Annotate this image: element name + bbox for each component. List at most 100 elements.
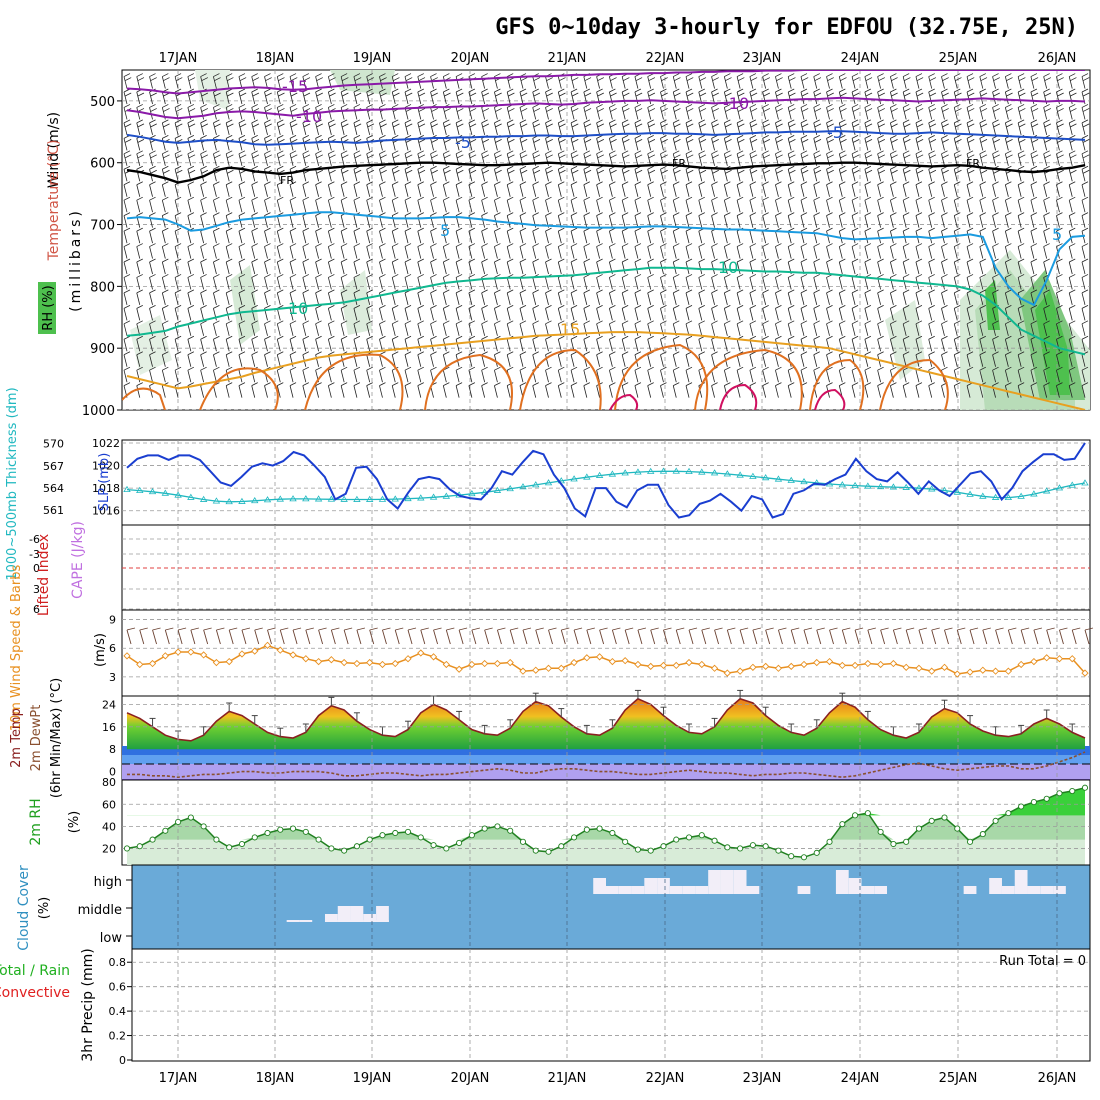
wind10m-barb-staff xyxy=(126,629,132,645)
barb-flag xyxy=(929,77,937,81)
barb-staff xyxy=(174,200,179,213)
barb-flag xyxy=(749,335,757,340)
barb-flag xyxy=(342,92,349,97)
barb-staff xyxy=(455,246,460,259)
barb-flag xyxy=(890,366,897,371)
barb-flag xyxy=(251,88,258,93)
barb-flag xyxy=(238,119,246,124)
barb-flag xyxy=(621,227,629,232)
barb-staff xyxy=(557,122,562,136)
barb-staff xyxy=(251,261,256,275)
barb-staff xyxy=(902,339,907,352)
barb-flag xyxy=(750,108,758,112)
barb-flag xyxy=(788,258,795,263)
barb-flag xyxy=(725,77,732,81)
barb-staff xyxy=(417,230,422,244)
thickness-point xyxy=(672,467,680,474)
barb-flag xyxy=(993,108,1000,112)
barb-flag xyxy=(392,274,399,278)
barb-flag xyxy=(200,335,207,340)
temp-tick: 8 xyxy=(109,743,116,756)
barb-staff xyxy=(992,91,996,105)
barb-staff xyxy=(787,122,792,136)
barb-flag xyxy=(1081,73,1089,77)
barb-flag xyxy=(687,92,694,97)
barb-staff xyxy=(570,385,575,398)
barb-staff xyxy=(596,354,601,367)
barb-flag xyxy=(289,274,297,278)
barb-flag xyxy=(890,212,897,216)
barb-flag xyxy=(265,123,272,128)
barb-flag xyxy=(840,139,847,143)
barb-flag xyxy=(762,181,769,186)
barb-flag xyxy=(610,139,617,143)
barb-flag xyxy=(149,212,156,216)
barb-staff xyxy=(800,91,805,105)
barb-flag xyxy=(826,181,833,186)
rh-point xyxy=(187,814,194,821)
barb-staff xyxy=(200,308,205,321)
barb-flag xyxy=(736,274,744,278)
barb-flag xyxy=(609,305,616,309)
barb-staff xyxy=(826,230,830,244)
barb-flag xyxy=(1005,212,1012,216)
barb-staff xyxy=(838,370,843,383)
barb-staff xyxy=(442,169,447,182)
barb-flag xyxy=(289,119,297,124)
barb-flag xyxy=(1005,382,1012,386)
barb-staff xyxy=(379,323,383,336)
barb-staff xyxy=(353,215,358,228)
barb-flag xyxy=(455,212,463,216)
barb-staff xyxy=(315,339,319,352)
barb-staff xyxy=(532,261,537,275)
barb-staff xyxy=(340,323,345,336)
barb-flag xyxy=(251,289,258,294)
barb-staff xyxy=(149,292,153,306)
barb-flag xyxy=(648,154,656,159)
barb-flag xyxy=(865,123,873,128)
wind10m-barb-staff xyxy=(241,629,247,645)
barb-staff xyxy=(442,184,447,197)
barb-staff xyxy=(685,308,690,321)
wind10m-barb-staff xyxy=(854,629,860,645)
rh-point xyxy=(558,843,565,850)
barb-flag xyxy=(123,305,131,309)
barb-flag xyxy=(532,351,539,356)
barb-staff xyxy=(404,230,409,244)
barb-staff xyxy=(494,107,498,120)
barb-staff xyxy=(276,339,281,352)
barb-staff xyxy=(800,354,805,367)
barb-staff xyxy=(442,91,447,105)
barb-flag xyxy=(1030,119,1038,124)
barb-staff xyxy=(711,261,715,275)
barb-staff xyxy=(417,107,422,120)
barb-flag xyxy=(264,119,271,124)
barb-flag xyxy=(214,169,221,174)
barb-flag xyxy=(954,135,961,139)
barb-staff xyxy=(379,370,383,383)
barb-flag xyxy=(328,119,335,124)
barb-flag xyxy=(902,382,910,386)
barb-flag xyxy=(558,320,565,325)
barb-flag xyxy=(621,196,629,201)
barb-flag xyxy=(941,227,948,232)
barb-staff xyxy=(826,122,830,136)
barb-flag xyxy=(328,258,335,263)
barb-staff xyxy=(711,246,715,259)
rh-point xyxy=(264,829,271,837)
thickness-tick: 564 xyxy=(43,482,64,495)
wind-speed-point xyxy=(519,667,527,675)
barb-flag xyxy=(584,169,592,174)
warm-low-level-contours xyxy=(122,343,949,410)
barb-staff xyxy=(264,354,268,367)
barb-flag xyxy=(788,366,795,371)
barb-staff xyxy=(953,107,958,120)
barb-staff xyxy=(315,385,319,398)
barb-flag xyxy=(776,77,783,81)
barb-flag xyxy=(507,196,514,201)
barb-flag xyxy=(992,227,999,232)
barb-staff xyxy=(890,76,894,89)
barb-staff xyxy=(353,261,358,275)
barb-flag xyxy=(379,88,386,93)
barb-staff xyxy=(902,215,907,228)
